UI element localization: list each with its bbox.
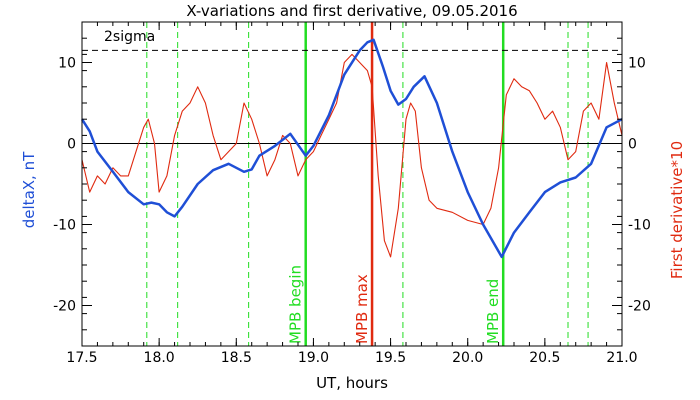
chart-title: X-variations and first derivative, 09.05… — [186, 2, 517, 20]
x-tick-label: 20.0 — [452, 350, 483, 366]
y-tick-label-left: 10 — [58, 56, 76, 72]
y-axis-label-left: deltaX, nT — [20, 151, 38, 228]
series-derivative-line — [81, 53, 623, 258]
y-tick-label-right: -10 — [628, 218, 651, 234]
marker-label-mpb-begin: MPB begin — [287, 265, 305, 344]
y-tick-label-left: -20 — [53, 299, 76, 315]
x-tick-label: 18.0 — [144, 350, 175, 366]
y-axis-label-right: First derivative*10 — [668, 141, 686, 279]
x-tick-label: 19.5 — [375, 350, 406, 366]
vertical-markers: MPB begin MPB max MPB end — [146, 22, 589, 346]
x-tick-label: 19.0 — [298, 350, 329, 366]
y-tick-label-right: -20 — [628, 299, 651, 315]
y-tick-label-left: 0 — [67, 137, 76, 153]
reference-lines — [82, 49, 622, 144]
x-axis-label: UT, hours — [316, 374, 388, 392]
marker-label-mpb-end: MPB end — [484, 279, 502, 344]
axis-ticks: 17.5 18.0 18.5 19.0 19.5 20.0 20.5 21.0 10 10 0 0 -1… — [53, 21, 651, 366]
series-deltax-line — [80, 38, 623, 259]
y-tick-label-right: 10 — [628, 56, 646, 72]
x-tick-label: 20.5 — [529, 350, 560, 366]
y-tick-label-right: 0 — [628, 137, 637, 153]
x-tick-label: 21.0 — [606, 350, 637, 366]
y-tick-label-left: -10 — [53, 218, 76, 234]
x-tick-label: 17.5 — [66, 350, 97, 366]
series-lines — [80, 38, 623, 259]
x-tick-label: 18.5 — [221, 350, 252, 366]
marker-label-mpb-max: MPB max — [353, 274, 371, 344]
sigma-label: 2sigma — [104, 29, 155, 45]
